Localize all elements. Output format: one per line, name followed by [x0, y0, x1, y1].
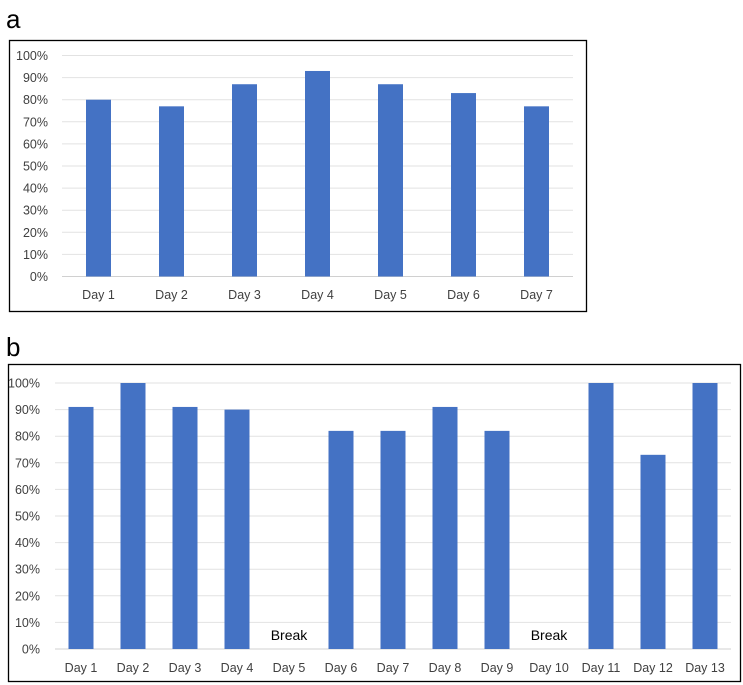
chart-a-y-tick-label: 40%	[23, 182, 48, 196]
chart-a-x-tick-label: Day 7	[520, 288, 553, 302]
chart-b-y-tick-label: 0%	[22, 643, 40, 657]
chart-a-bar	[305, 70, 330, 277]
chart-b-bar	[484, 430, 510, 649]
chart-a-y-tick-label: 20%	[23, 226, 48, 240]
chart-a-y-tick-label: 30%	[23, 204, 48, 218]
chart-a-bar	[378, 84, 403, 277]
chart-b-frame	[7, 363, 742, 683]
chart-b-x-tick-label: Day 12	[633, 661, 673, 675]
chart-a-y-tick-label: 90%	[23, 71, 48, 85]
chart-b-annotation-break: Break	[531, 627, 569, 643]
chart-b-bar	[328, 430, 354, 649]
chart-a-x-tick-label: Day 3	[228, 288, 261, 302]
chart-a-y-tick-label: 50%	[23, 160, 48, 174]
chart-b-y-tick-label: 50%	[15, 510, 40, 524]
panel-b-label: b	[6, 332, 21, 362]
chart-b-x-tick-label: Day 1	[65, 661, 98, 675]
chart-a-y-tick-label: 0%	[30, 270, 48, 284]
chart-b-bar	[380, 430, 406, 649]
chart-b-y-tick-label: 30%	[15, 563, 40, 577]
chart-a-x-tick-label: Day 6	[447, 288, 480, 302]
chart-a-x-tick-label: Day 5	[374, 288, 407, 302]
chart-a-y-tick-label: 100%	[16, 49, 48, 63]
chart-b-x-tick-label: Day 3	[169, 661, 202, 675]
chart-b-x-tick-label: Day 11	[582, 661, 621, 675]
chart-a-y-tick-label: 80%	[23, 93, 48, 107]
chart-a-bar	[524, 106, 549, 277]
chart-b-x-tick-label: Day 13	[685, 661, 725, 675]
chart-a-frame	[8, 39, 588, 313]
chart-a-x-tick-label: Day 1	[82, 288, 115, 302]
chart-b-x-tick-label: Day 6	[325, 661, 358, 675]
chart-a-y-tick-label: 10%	[23, 248, 48, 262]
chart-a-y-tick-label: 60%	[23, 137, 48, 151]
chart-b-y-tick-label: 40%	[15, 536, 40, 550]
chart-b-bar	[120, 383, 146, 649]
chart-b-bar	[224, 409, 250, 649]
chart-b-y-tick-label: 90%	[15, 403, 40, 417]
chart-b-annotation-break: Break	[271, 627, 309, 643]
chart-b-x-tick-label: Day 10	[529, 661, 569, 675]
chart-a-bar	[159, 106, 184, 277]
chart-b-x-tick-label: Day 4	[221, 661, 254, 675]
chart-b-bar	[588, 383, 614, 649]
chart-b-bar	[640, 454, 666, 649]
chart-b-y-tick-label: 80%	[15, 430, 40, 444]
chart-b-y-tick-label: 100%	[8, 377, 40, 391]
chart-b-x-tick-label: Day 8	[429, 661, 462, 675]
chart-a-bar	[86, 99, 111, 277]
chart-b-bar	[692, 383, 718, 649]
chart-a-y-tick-label: 70%	[23, 115, 48, 129]
chart-b-y-tick-label: 60%	[15, 483, 40, 497]
chart-b-y-tick-label: 20%	[15, 589, 40, 603]
chart-a-bar	[451, 93, 476, 277]
panel-a-label: a	[6, 4, 21, 34]
chart-b-y-tick-label: 70%	[15, 456, 40, 470]
chart-b-x-tick-label: Day 2	[117, 661, 150, 675]
chart-a-bar	[232, 84, 257, 277]
chart-b-x-tick-label: Day 5	[273, 661, 306, 675]
chart-b-x-tick-label: Day 9	[481, 661, 514, 675]
chart-a-x-tick-label: Day 4	[301, 288, 334, 302]
chart-b-bar	[172, 406, 198, 649]
chart-b-bar	[68, 406, 94, 649]
chart-b-bar	[432, 406, 458, 649]
chart-b-x-tick-label: Day 7	[377, 661, 410, 675]
chart-b-y-tick-label: 10%	[15, 616, 40, 630]
chart-a-x-tick-label: Day 2	[155, 288, 188, 302]
